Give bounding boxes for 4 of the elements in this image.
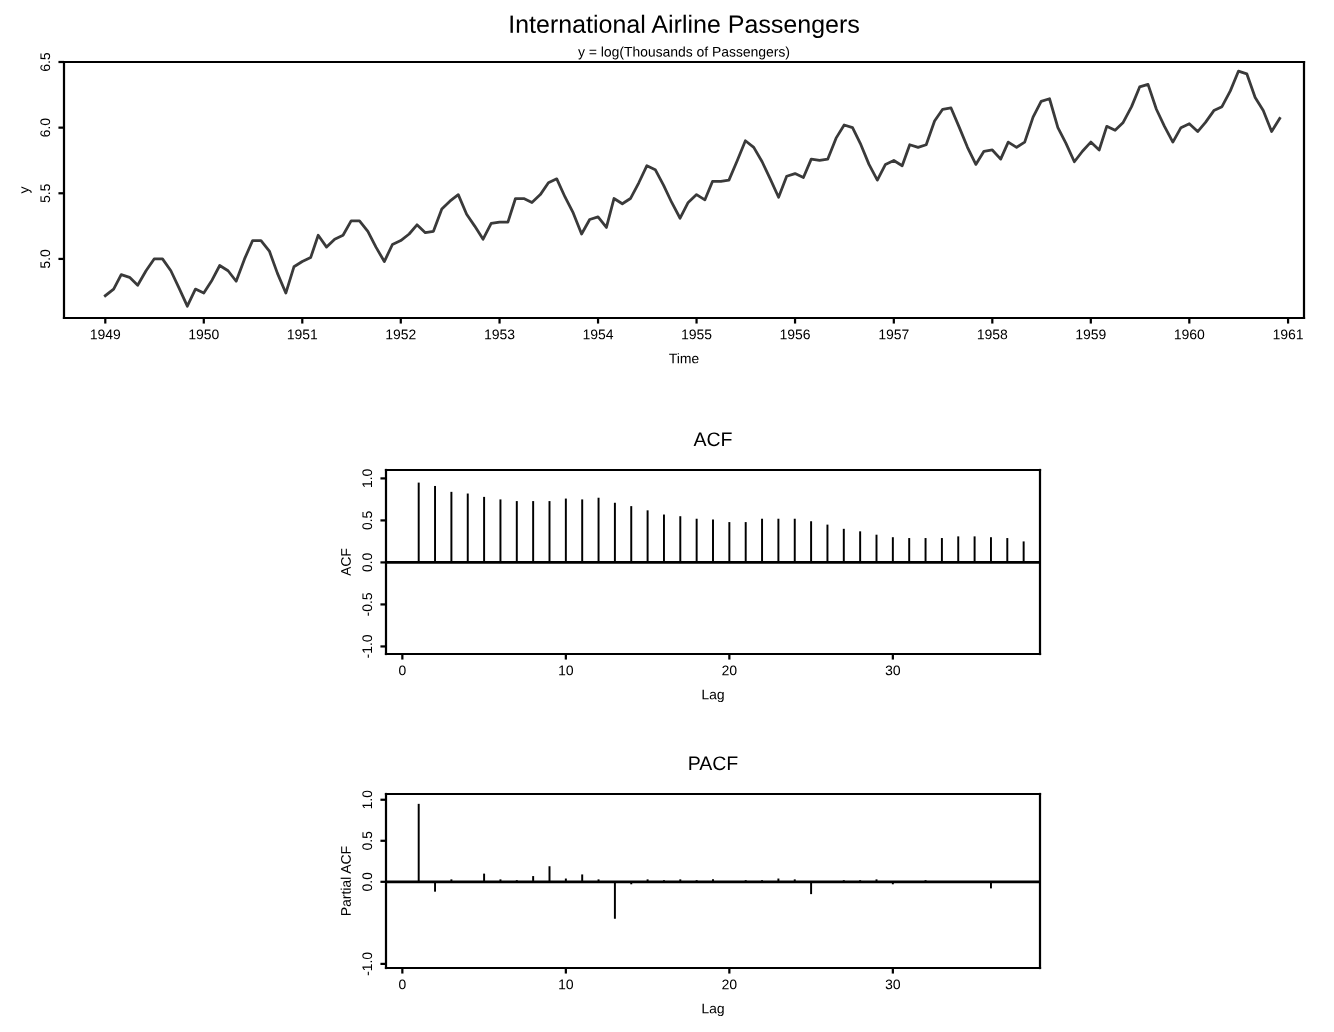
line-series — [103, 69, 1282, 308]
chart-title: PACF — [689, 756, 738, 771]
chart-title: ACF — [693, 432, 732, 447]
chart-title: International Airline Passengers — [510, 14, 859, 38]
